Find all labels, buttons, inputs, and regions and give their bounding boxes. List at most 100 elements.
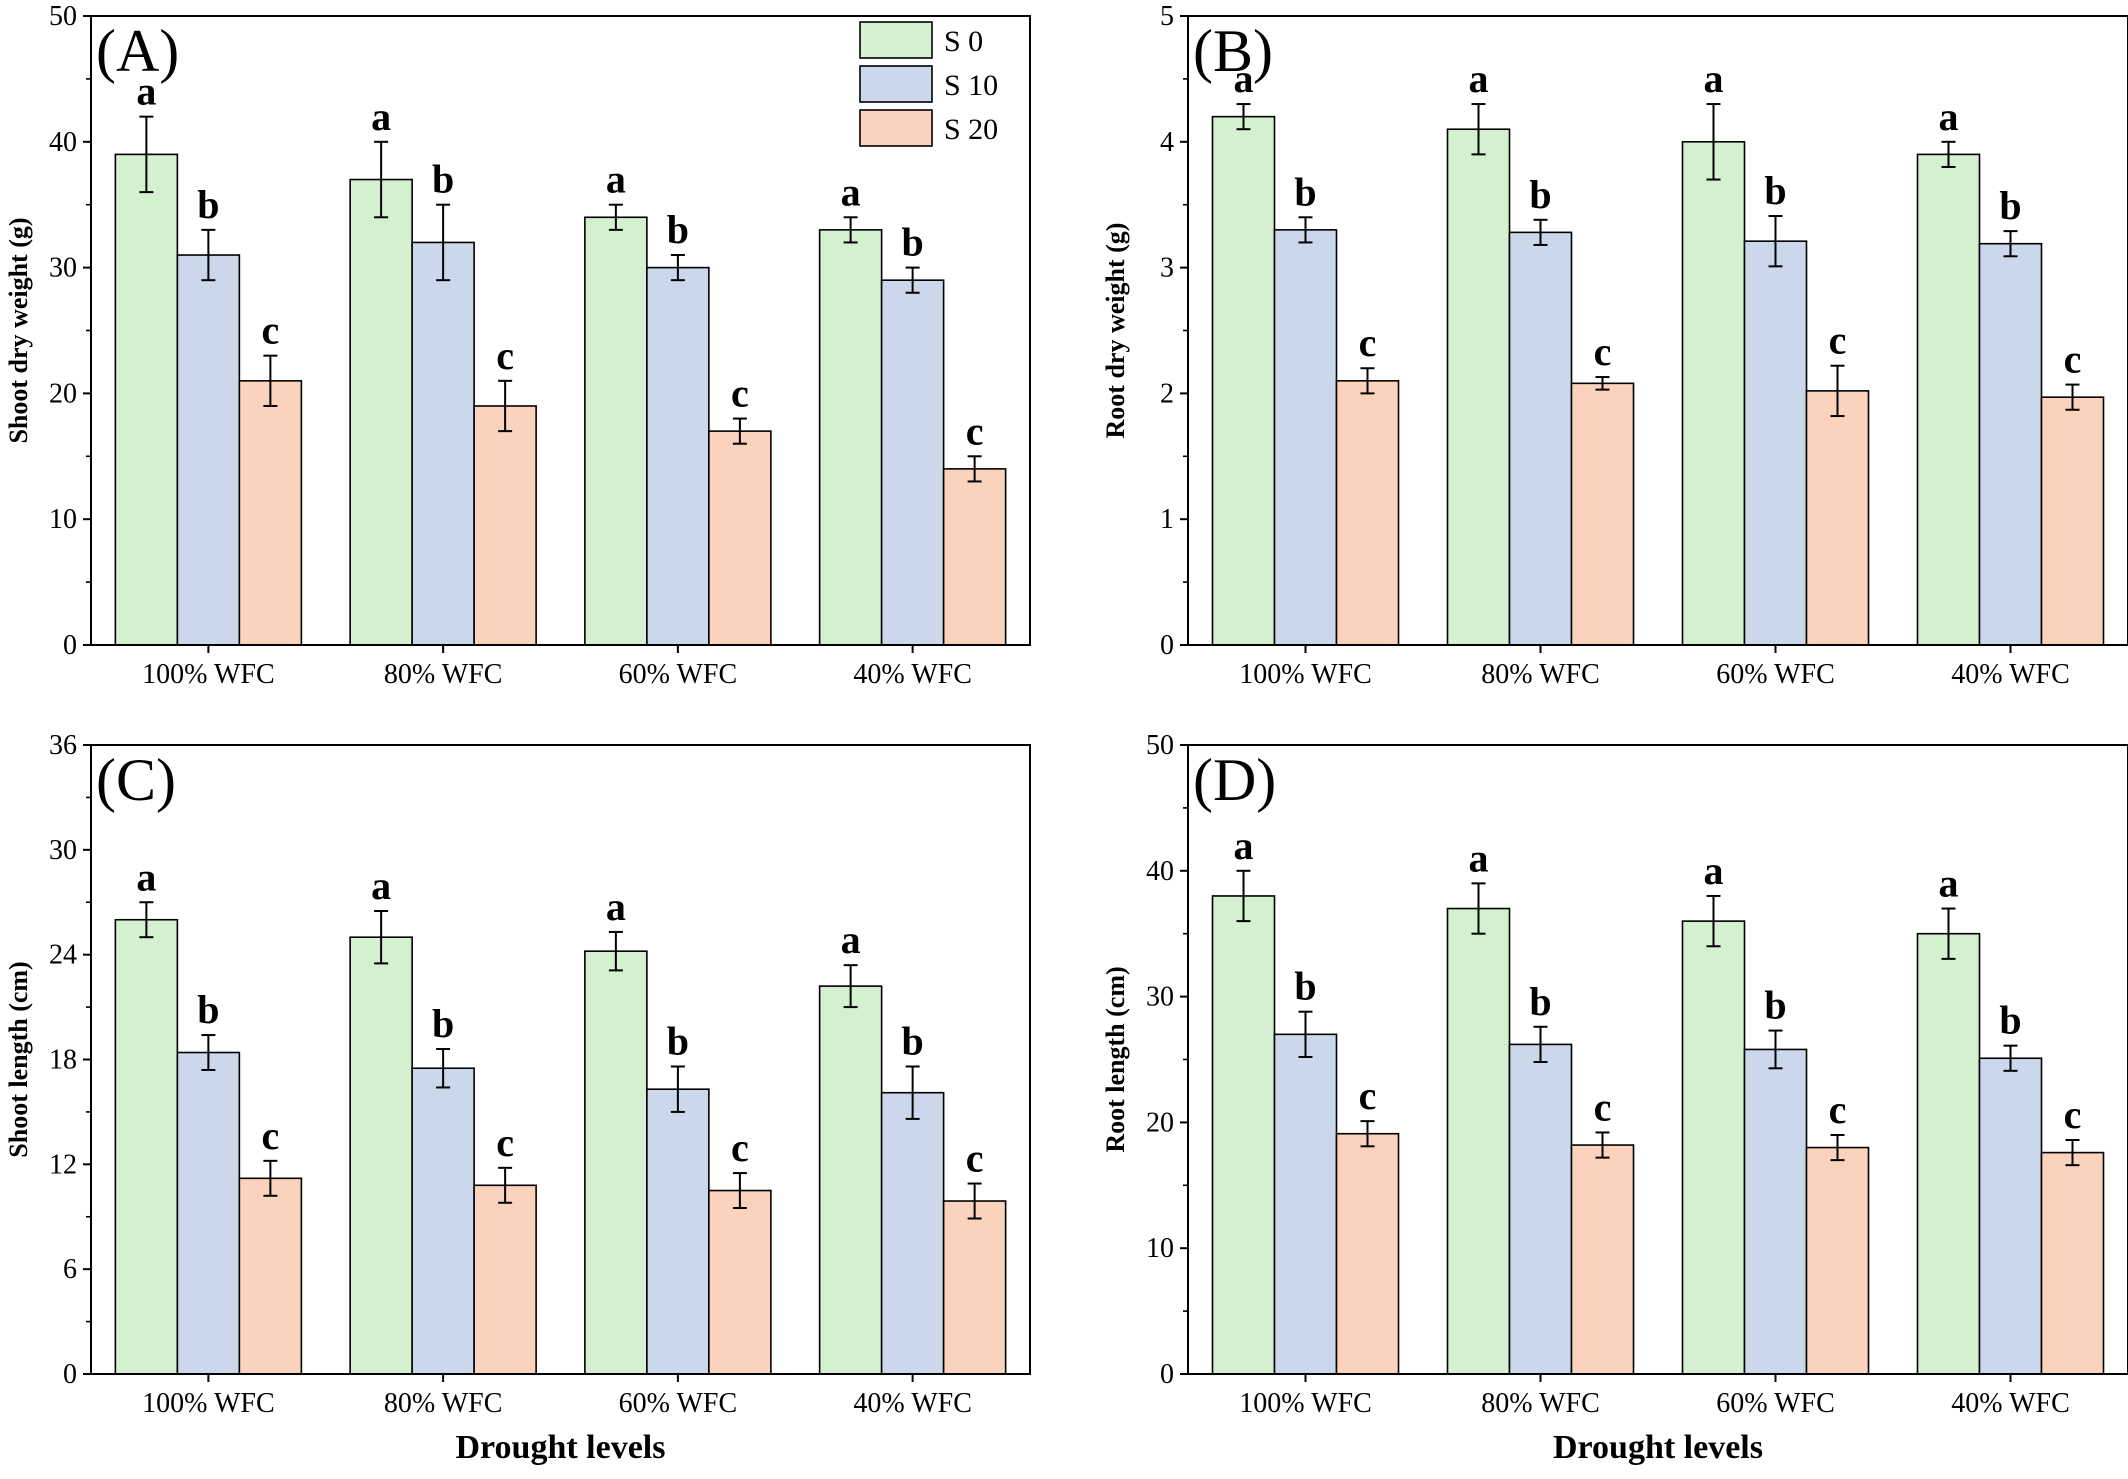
legend-swatch [859, 65, 933, 103]
y-tick-label: 12 [49, 1149, 77, 1180]
x-axis-label: Drought levels [456, 1429, 666, 1466]
bar [1978, 242, 2043, 646]
significance-letter: a [1704, 848, 1724, 893]
bar [1335, 380, 1400, 646]
y-tick-label: 6 [63, 1254, 77, 1285]
bar [349, 936, 413, 1375]
bar [1508, 231, 1573, 646]
bar [1446, 907, 1511, 1375]
y-tick-label: 18 [49, 1045, 77, 1076]
significance-letter: c [966, 408, 984, 453]
x-tick-label: 80% WFC [384, 659, 503, 690]
y-tick-label: 40 [49, 127, 77, 158]
bar [1805, 1146, 1870, 1375]
significance-letter: c [261, 1113, 279, 1158]
significance-letter: a [1939, 861, 1959, 906]
significance-letter: b [197, 182, 219, 227]
bar [1916, 932, 1981, 1375]
y-axis-label: Shoot dry weight (g) [4, 217, 33, 443]
legend-label: S 10 [944, 69, 998, 102]
significance-letter: c [1594, 329, 1612, 374]
bar [942, 1200, 1007, 1375]
significance-letter: c [496, 1120, 514, 1165]
significance-letter: a [371, 863, 391, 908]
significance-letter: b [667, 1018, 689, 1063]
bar [1508, 1043, 1573, 1375]
bar [473, 405, 537, 646]
x-tick-label: 40% WFC [1951, 1388, 2070, 1419]
significance-letter: b [432, 157, 454, 202]
y-tick-label: 0 [63, 1359, 77, 1390]
significance-letter: b [1764, 983, 1786, 1028]
significance-letter: a [1469, 56, 1489, 101]
bar [2040, 396, 2105, 646]
bar [411, 241, 475, 646]
significance-letter: a [841, 917, 861, 962]
bar [646, 266, 710, 646]
bar [1273, 229, 1338, 646]
y-tick-label: 20 [49, 378, 77, 409]
panel-label: (A) [96, 18, 179, 84]
significance-letter: b [432, 1001, 454, 1046]
significance-letter: b [1999, 998, 2021, 1043]
bar [1681, 141, 1746, 646]
x-tick-label: 40% WFC [1951, 659, 2070, 690]
y-axis-label: Root length (cm) [1101, 966, 1130, 1152]
panel-label: (D) [1193, 747, 1276, 813]
x-tick-label: 100% WFC [142, 659, 275, 690]
y-tick-label: 30 [49, 835, 77, 866]
bar [1570, 382, 1635, 646]
y-tick-label: 30 [49, 253, 77, 284]
bar [942, 468, 1007, 646]
bar [1211, 895, 1276, 1375]
y-tick-label: 50 [49, 1, 77, 32]
y-tick-label: 3 [1160, 253, 1174, 284]
bar [818, 229, 883, 646]
y-tick-label: 2 [1160, 378, 1174, 409]
significance-letter: b [1764, 168, 1786, 213]
bar [238, 380, 303, 646]
bar [1978, 1057, 2043, 1375]
x-tick-label: 60% WFC [619, 659, 738, 690]
bar [1743, 240, 1808, 646]
y-tick-label: 0 [63, 630, 77, 661]
bar [411, 1067, 475, 1375]
x-tick-label: 80% WFC [384, 1388, 503, 1419]
y-tick-label: 0 [1160, 630, 1174, 661]
bar [584, 216, 648, 646]
bar [114, 153, 179, 646]
significance-letter: b [1294, 964, 1316, 1009]
significance-letter: c [496, 333, 514, 378]
significance-letter: a [371, 94, 391, 139]
significance-letter: a [606, 884, 626, 929]
bar [708, 1189, 772, 1375]
x-tick-label: 100% WFC [1239, 659, 1372, 690]
significance-letter: c [1594, 1084, 1612, 1129]
bar [1916, 153, 1981, 646]
x-tick-label: 80% WFC [1481, 1388, 1600, 1419]
y-tick-label: 30 [1146, 982, 1174, 1013]
bar [2040, 1151, 2105, 1375]
legend-label: S 0 [944, 25, 983, 58]
significance-letter: c [966, 1136, 984, 1181]
x-tick-label: 60% WFC [619, 1388, 738, 1419]
legend-swatch [859, 109, 933, 147]
y-tick-label: 4 [1160, 127, 1174, 158]
significance-letter: b [902, 220, 924, 265]
y-tick-label: 0 [1160, 1359, 1174, 1390]
x-tick-label: 40% WFC [853, 1388, 972, 1419]
significance-letter: c [1359, 1073, 1377, 1118]
x-tick-label: 40% WFC [853, 659, 972, 690]
significance-letter: a [136, 854, 156, 899]
significance-letter: c [1829, 318, 1847, 363]
panel-label: (C) [96, 747, 176, 813]
x-axis-label: Drought levels [1553, 1429, 1763, 1466]
significance-letter: c [1359, 320, 1377, 365]
bar [880, 279, 945, 646]
y-tick-label: 20 [1146, 1107, 1174, 1138]
significance-letter: b [1294, 169, 1316, 214]
y-tick-label: 1 [1160, 504, 1174, 535]
bar [1681, 920, 1746, 1375]
